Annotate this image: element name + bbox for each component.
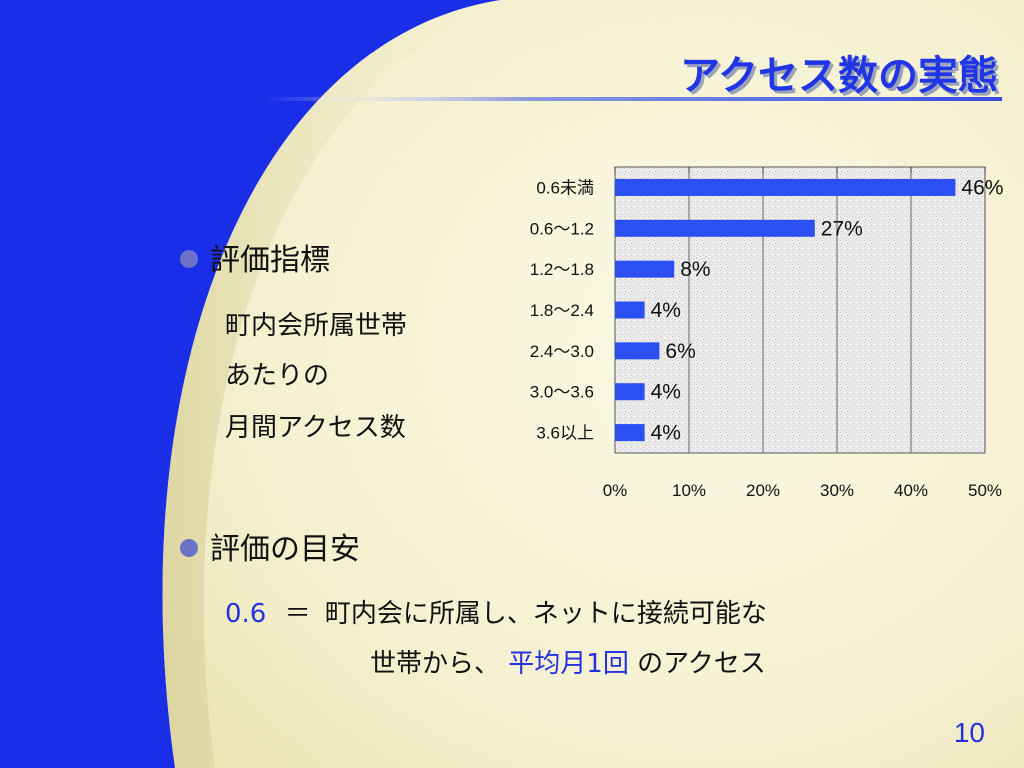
data-label: 6% [665,340,695,363]
bar [615,178,956,196]
data-label: 4% [651,422,681,445]
x-tick-label: 20% [746,481,780,500]
slide-title-shadow: アクセス数の実態 [683,56,1001,102]
bar-chart: 0.6未満 0.6～1.2 1.2～1.8 1.8～2.4 2.4～3.0 3.0～3.6… [530,166,1003,500]
plot-area [614,166,986,454]
bar [615,342,660,360]
bar [615,260,675,278]
section2-heading: 評価の目安 [210,532,360,567]
bar [615,383,645,401]
data-label: 46% [961,176,1003,199]
cream-panel-edge [162,0,520,768]
x-tick-label: 50% [968,481,1002,500]
page-number: 10 [954,717,985,748]
criterion-line-2: 世帯から、 平均月1回 のアクセス [370,649,766,679]
data-label: 8% [680,258,710,281]
category-label: 1.8～2.4 [530,301,594,320]
bar [615,301,645,319]
category-label: 2.4～3.0 [530,342,594,361]
title-rule [265,97,1002,101]
section1-line: あたりの [225,361,329,391]
criterion-prefix: 世帯から、 [370,649,500,679]
slide-title: アクセス数の実態 [680,53,998,99]
criterion-text: 町内会に所属し、ネットに接続可能な [325,599,767,629]
criterion-suffix: のアクセス [637,649,766,679]
bullet-icon [180,539,198,557]
data-label: 4% [651,299,681,322]
x-tick-label: 10% [672,481,706,500]
category-label: 0.6～1.2 [530,219,594,238]
bullet-icon [180,250,198,268]
x-tick-label: 40% [894,481,928,500]
bar [615,219,815,237]
equals-sign: ＝ [285,599,311,629]
category-label: 0.6未満 [536,178,594,197]
category-label: 3.0～3.6 [530,383,594,402]
section1-heading: 評価指標 [210,243,330,278]
section1-line: 月間アクセス数 [225,413,406,443]
section1-line: 町内会所属世帯 [225,311,407,341]
criterion-highlight: 平均月1回 [508,649,629,679]
data-label: 4% [651,381,681,404]
category-label: 3.6以上 [536,424,594,443]
bar [615,424,645,442]
data-label: 27% [821,217,863,240]
criterion-value: 0.6 [225,599,266,629]
x-tick-label: 0% [603,481,628,500]
x-tick-label: 30% [820,481,854,500]
category-label: 1.2～1.8 [530,260,594,279]
criterion-line-1: 0.6 ＝ 町内会に所属し、ネットに接続可能な [225,599,767,629]
